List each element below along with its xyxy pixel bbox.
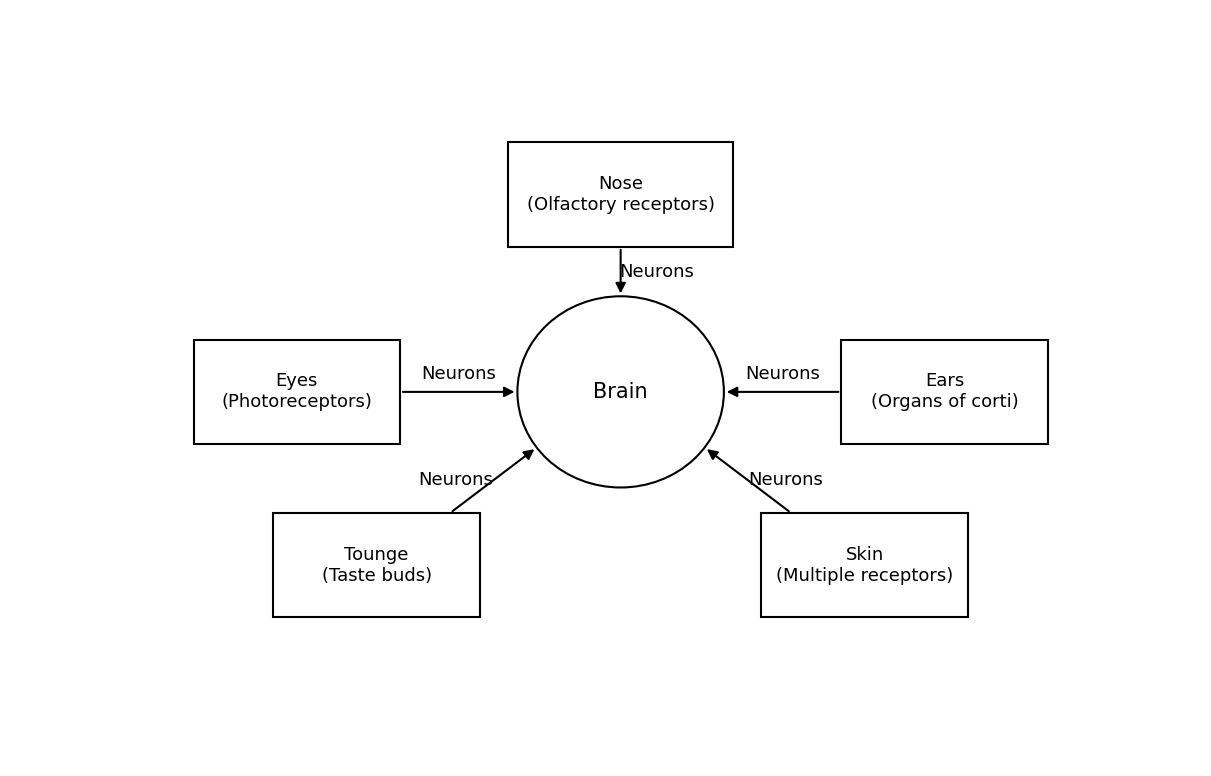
Ellipse shape xyxy=(517,296,724,487)
Text: Neurons: Neurons xyxy=(619,262,694,281)
Text: Brain: Brain xyxy=(593,382,648,402)
Text: Neurons: Neurons xyxy=(421,365,497,383)
Text: Neurons: Neurons xyxy=(419,471,493,489)
FancyBboxPatch shape xyxy=(509,143,734,247)
Text: Nose
(Olfactory receptors): Nose (Olfactory receptors) xyxy=(527,175,714,214)
Text: Eyes
(Photoreceptors): Eyes (Photoreceptors) xyxy=(222,372,372,411)
FancyBboxPatch shape xyxy=(762,513,968,618)
Text: Neurons: Neurons xyxy=(748,471,822,489)
FancyBboxPatch shape xyxy=(274,513,480,618)
Text: Neurons: Neurons xyxy=(745,365,820,383)
FancyBboxPatch shape xyxy=(842,340,1048,444)
Text: Tounge
(Taste buds): Tounge (Taste buds) xyxy=(322,546,431,584)
Text: Skin
(Multiple receptors): Skin (Multiple receptors) xyxy=(776,546,953,584)
Text: Ears
(Organs of corti): Ears (Organs of corti) xyxy=(871,372,1018,411)
FancyBboxPatch shape xyxy=(194,340,400,444)
